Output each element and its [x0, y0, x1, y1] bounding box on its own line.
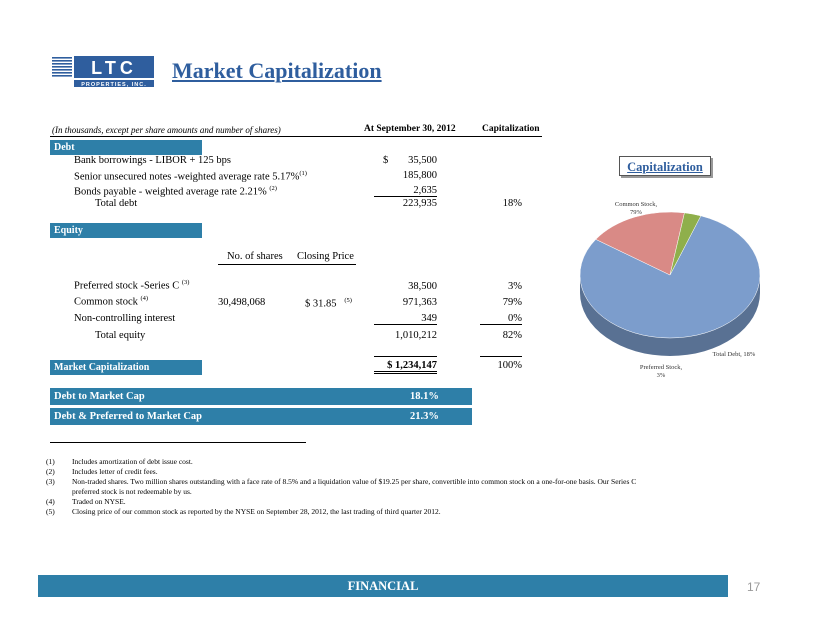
market-cap-amount: $ 1,234,147 — [374, 360, 437, 374]
footer-section-label: FINANCIAL — [38, 575, 728, 597]
pie-slice-debt — [595, 211, 685, 276]
footnote: (3) Non-traded shares. Two million shares… — [46, 477, 637, 486]
equity-header-rule — [218, 264, 356, 265]
pie-slice-side-common — [580, 275, 760, 356]
equity-row-amount: 38,500 — [408, 281, 437, 292]
equity-row-label: Preferred stock -Series C (3) — [74, 279, 190, 292]
chart-title: Capitalization — [619, 156, 711, 176]
footnote-rule — [50, 442, 306, 443]
equity-row-amount: 971,363 — [402, 297, 437, 308]
footnote: (1) Includes amortization of debt issue c… — [46, 457, 193, 466]
pie-label-preferred: Preferred Stock, 3% — [639, 364, 683, 379]
market-cap-label: Market Capitalization — [50, 360, 202, 375]
equity-section-label: Equity — [50, 223, 202, 238]
footnote: (5) Closing price of our common stock as … — [46, 507, 441, 516]
ratio-value: 18.1% — [410, 391, 439, 402]
pie-label-debt: Total Debt, 18% — [712, 351, 756, 358]
closing-price: $ 31.85 (5) — [305, 297, 352, 310]
debt-row-amount: 185,800 — [402, 170, 437, 181]
equity-row-pct: 0% — [480, 313, 522, 325]
shares-column-header: No. of shares — [227, 251, 283, 262]
ltc-logo: LTC PROPERTIES, INC. — [50, 48, 160, 94]
price-column-header: Closing Price — [297, 251, 354, 262]
market-cap-pct: 100% — [497, 360, 523, 371]
debt-row-label: Bank borrowings - LIBOR + 125 bps — [74, 155, 231, 166]
debt-section-label: Debt — [50, 140, 202, 155]
total-debt-amount: 223,935 — [402, 198, 437, 209]
total-debt-label: Total debt — [95, 198, 138, 209]
ratio-row: Debt & Preferred to Market Cap 21.3% — [50, 408, 472, 425]
debt-row-label: Bonds payable - weighted average rate 2.… — [74, 185, 277, 198]
total-equity-amount: 1,010,212 — [395, 330, 437, 341]
header-rule — [50, 136, 542, 137]
page-number: 17 — [747, 580, 761, 594]
equity-row-pct: 3% — [508, 281, 522, 292]
column-header-date: At September 30, 2012 — [364, 124, 456, 134]
ratio-row: Debt to Market Cap 18.1% — [50, 388, 472, 405]
common-shares-count: 30,498,068 — [218, 297, 266, 308]
equity-row-label: Common stock (4) — [74, 295, 149, 308]
total-equity-label: Total equity — [95, 330, 146, 341]
total-debt-pct: 18% — [502, 198, 522, 209]
footnote: preferred stock is not redeemable by us. — [72, 487, 192, 496]
ratio-label: Debt & Preferred to Market Cap — [54, 411, 203, 422]
equity-row-amount: 349 — [374, 313, 437, 325]
equity-row-label: Non-controlling interest — [74, 313, 176, 324]
capitalization-pie-chart — [579, 211, 761, 356]
pie-slice-common — [579, 215, 761, 339]
debt-row-label: Senior unsecured notes -weighted average… — [74, 170, 307, 183]
currency-sign: $ — [383, 155, 389, 166]
units-note: (In thousands, except per share amounts … — [52, 125, 281, 135]
total-equity-pct: 82% — [502, 330, 522, 341]
ratio-value: 21.3% — [410, 411, 439, 422]
market-cap-pct-rule — [480, 356, 522, 357]
debt-row-amount: 2,635 — [374, 185, 437, 197]
footnote: (4) Traded on NYSE. — [46, 497, 126, 506]
debt-row-amount: 35,500 — [408, 155, 437, 166]
ratio-label: Debt to Market Cap — [54, 391, 145, 402]
svg-text:PROPERTIES, INC.: PROPERTIES, INC. — [81, 82, 147, 88]
market-cap-top-rule — [374, 356, 437, 357]
pie-slice-preferred — [669, 212, 702, 276]
page-title: Market Capitalization — [172, 58, 382, 83]
footnote: (2) Includes letter of credit fees. — [46, 467, 158, 476]
pie-label-common: Common Stock, 79% — [614, 201, 658, 216]
equity-row-pct: 79% — [502, 297, 522, 308]
column-header-capitalization: Capitalization — [482, 124, 540, 134]
svg-text:LTC: LTC — [91, 58, 137, 78]
